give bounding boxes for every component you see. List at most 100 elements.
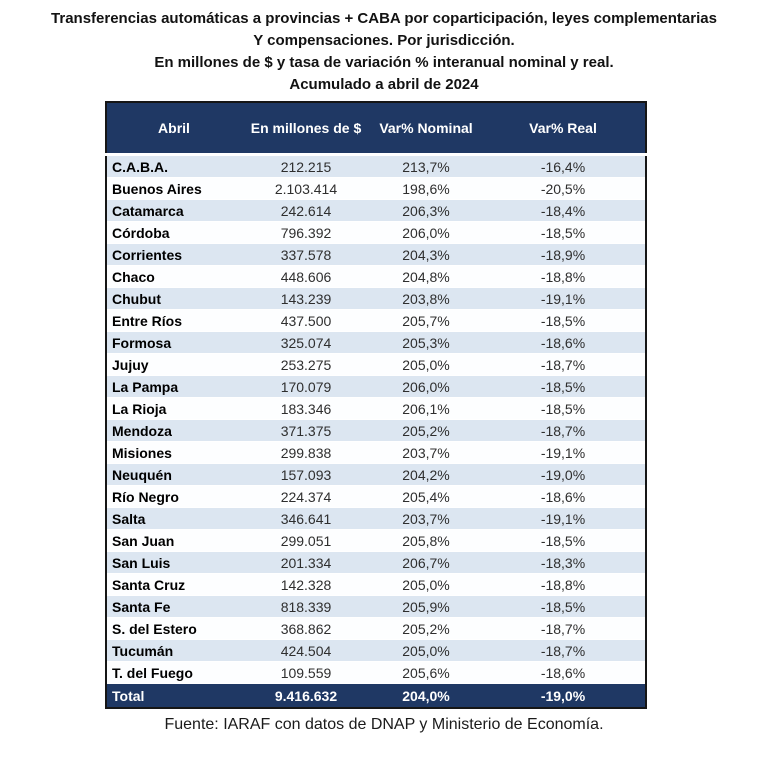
- var-nominal-cell: 205,2%: [371, 419, 481, 442]
- var-real-cell: -16,4%: [481, 154, 646, 178]
- var-nominal-cell: 203,7%: [371, 507, 481, 530]
- table-row: Catamarca 242.614 206,3% -18,4%: [106, 199, 646, 222]
- jurisdiction-cell: Tucumán: [106, 639, 241, 662]
- var-real-cell: -18,4%: [481, 199, 646, 222]
- table-row: C.A.B.A. 212.215 213,7% -16,4%: [106, 154, 646, 178]
- var-nominal-cell: 205,6%: [371, 661, 481, 684]
- millones-cell: 170.079: [241, 375, 371, 398]
- millones-cell: 346.641: [241, 507, 371, 530]
- var-nominal-cell: 203,7%: [371, 441, 481, 464]
- table-row: Chaco 448.606 204,8% -18,8%: [106, 265, 646, 288]
- jurisdiction-cell: La Pampa: [106, 375, 241, 398]
- millones-cell: 183.346: [241, 397, 371, 420]
- var-nominal-cell: 206,0%: [371, 221, 481, 244]
- var-nominal-cell: 203,8%: [371, 287, 481, 310]
- var-real-cell: -18,8%: [481, 573, 646, 596]
- figure-title: Transferencias automáticas a provincias …: [0, 0, 768, 96]
- var-nominal-cell: 204,2%: [371, 463, 481, 486]
- var-nominal-cell: 205,4%: [371, 485, 481, 508]
- table-row: Formosa 325.074 205,3% -18,6%: [106, 331, 646, 354]
- var-real-cell: -20,5%: [481, 177, 646, 200]
- jurisdiction-cell: Santa Fe: [106, 595, 241, 618]
- total-label: Total: [106, 683, 241, 708]
- var-nominal-cell: 206,7%: [371, 551, 481, 574]
- millones-cell: 368.862: [241, 617, 371, 640]
- table-row: Corrientes 337.578 204,3% -18,9%: [106, 243, 646, 266]
- total-millones-cell: 9.416.632: [241, 683, 371, 708]
- table-row: La Rioja 183.346 206,1% -18,5%: [106, 397, 646, 420]
- millones-cell: 242.614: [241, 199, 371, 222]
- millones-cell: 109.559: [241, 661, 371, 684]
- title-line-4: Acumulado a abril de 2024: [289, 76, 479, 93]
- jurisdiction-cell: T. del Fuego: [106, 661, 241, 684]
- var-real-cell: -19,1%: [481, 287, 646, 310]
- title-line-1: Transferencias automáticas a provincias …: [51, 10, 717, 27]
- millones-cell: 448.606: [241, 265, 371, 288]
- col-header-var-real: Var% Real: [481, 102, 646, 156]
- table-row: Tucumán 424.504 205,0% -18,7%: [106, 639, 646, 662]
- millones-cell: 212.215: [241, 154, 371, 178]
- table-row: Entre Ríos 437.500 205,7% -18,5%: [106, 309, 646, 332]
- jurisdiction-cell: Chaco: [106, 265, 241, 288]
- jurisdiction-cell: Buenos Aires: [106, 177, 241, 200]
- var-real-cell: -19,1%: [481, 507, 646, 530]
- col-header-var-nominal: Var% Nominal: [371, 102, 481, 156]
- table-row: San Juan 299.051 205,8% -18,5%: [106, 529, 646, 552]
- var-real-cell: -18,8%: [481, 265, 646, 288]
- var-real-cell: -18,3%: [481, 551, 646, 574]
- table-row: Córdoba 796.392 206,0% -18,5%: [106, 221, 646, 244]
- var-real-cell: -19,0%: [481, 463, 646, 486]
- var-nominal-cell: 206,3%: [371, 199, 481, 222]
- table-row: San Luis 201.334 206,7% -18,3%: [106, 551, 646, 574]
- var-nominal-cell: 204,8%: [371, 265, 481, 288]
- var-nominal-cell: 205,7%: [371, 309, 481, 332]
- millones-cell: 325.074: [241, 331, 371, 354]
- millones-cell: 424.504: [241, 639, 371, 662]
- var-nominal-cell: 198,6%: [371, 177, 481, 200]
- millones-cell: 299.051: [241, 529, 371, 552]
- jurisdiction-cell: Mendoza: [106, 419, 241, 442]
- transfers-table: Abril En millones de $ Var% Nominal Var%…: [105, 101, 647, 709]
- var-real-cell: -18,7%: [481, 639, 646, 662]
- data-table: Abril En millones de $ Var% Nominal Var%…: [105, 101, 647, 709]
- jurisdiction-cell: San Luis: [106, 551, 241, 574]
- var-nominal-cell: 206,0%: [371, 375, 481, 398]
- millones-cell: 201.334: [241, 551, 371, 574]
- jurisdiction-cell: La Rioja: [106, 397, 241, 420]
- header-row: Abril En millones de $ Var% Nominal Var%…: [106, 102, 646, 156]
- jurisdiction-cell: Santa Cruz: [106, 573, 241, 596]
- var-real-cell: -18,5%: [481, 375, 646, 398]
- table-row: T. del Fuego 109.559 205,6% -18,6%: [106, 661, 646, 684]
- millones-cell: 299.838: [241, 441, 371, 464]
- var-nominal-cell: 205,0%: [371, 573, 481, 596]
- millones-cell: 142.328: [241, 573, 371, 596]
- table-row: Misiones 299.838 203,7% -19,1%: [106, 441, 646, 464]
- jurisdiction-cell: Corrientes: [106, 243, 241, 266]
- jurisdiction-cell: Salta: [106, 507, 241, 530]
- millones-cell: 143.239: [241, 287, 371, 310]
- var-real-cell: -18,5%: [481, 309, 646, 332]
- millones-cell: 796.392: [241, 221, 371, 244]
- col-header-millones: En millones de $: [241, 102, 371, 156]
- var-nominal-cell: 205,9%: [371, 595, 481, 618]
- jurisdiction-cell: Catamarca: [106, 199, 241, 222]
- jurisdiction-cell: Jujuy: [106, 353, 241, 376]
- total-var-nominal-cell: 204,0%: [371, 683, 481, 708]
- jurisdiction-cell: Formosa: [106, 331, 241, 354]
- var-nominal-cell: 205,8%: [371, 529, 481, 552]
- source-note: Fuente: IARAF con datos de DNAP y Minist…: [164, 716, 604, 733]
- millones-cell: 253.275: [241, 353, 371, 376]
- table-row: Río Negro 224.374 205,4% -18,6%: [106, 485, 646, 508]
- var-nominal-cell: 205,0%: [371, 353, 481, 376]
- table-row: Buenos Aires 2.103.414 198,6% -20,5%: [106, 177, 646, 200]
- var-real-cell: -18,9%: [481, 243, 646, 266]
- jurisdiction-cell: Río Negro: [106, 485, 241, 508]
- var-real-cell: -18,5%: [481, 595, 646, 618]
- table-body: C.A.B.A. 212.215 213,7% -16,4% Buenos Aires 2…: [106, 154, 646, 684]
- title-line-2: Y compensaciones. Por jurisdicción.: [253, 32, 515, 49]
- table-row: La Pampa 170.079 206,0% -18,5%: [106, 375, 646, 398]
- var-nominal-cell: 206,1%: [371, 397, 481, 420]
- table-row: Jujuy 253.275 205,0% -18,7%: [106, 353, 646, 376]
- var-real-cell: -18,5%: [481, 397, 646, 420]
